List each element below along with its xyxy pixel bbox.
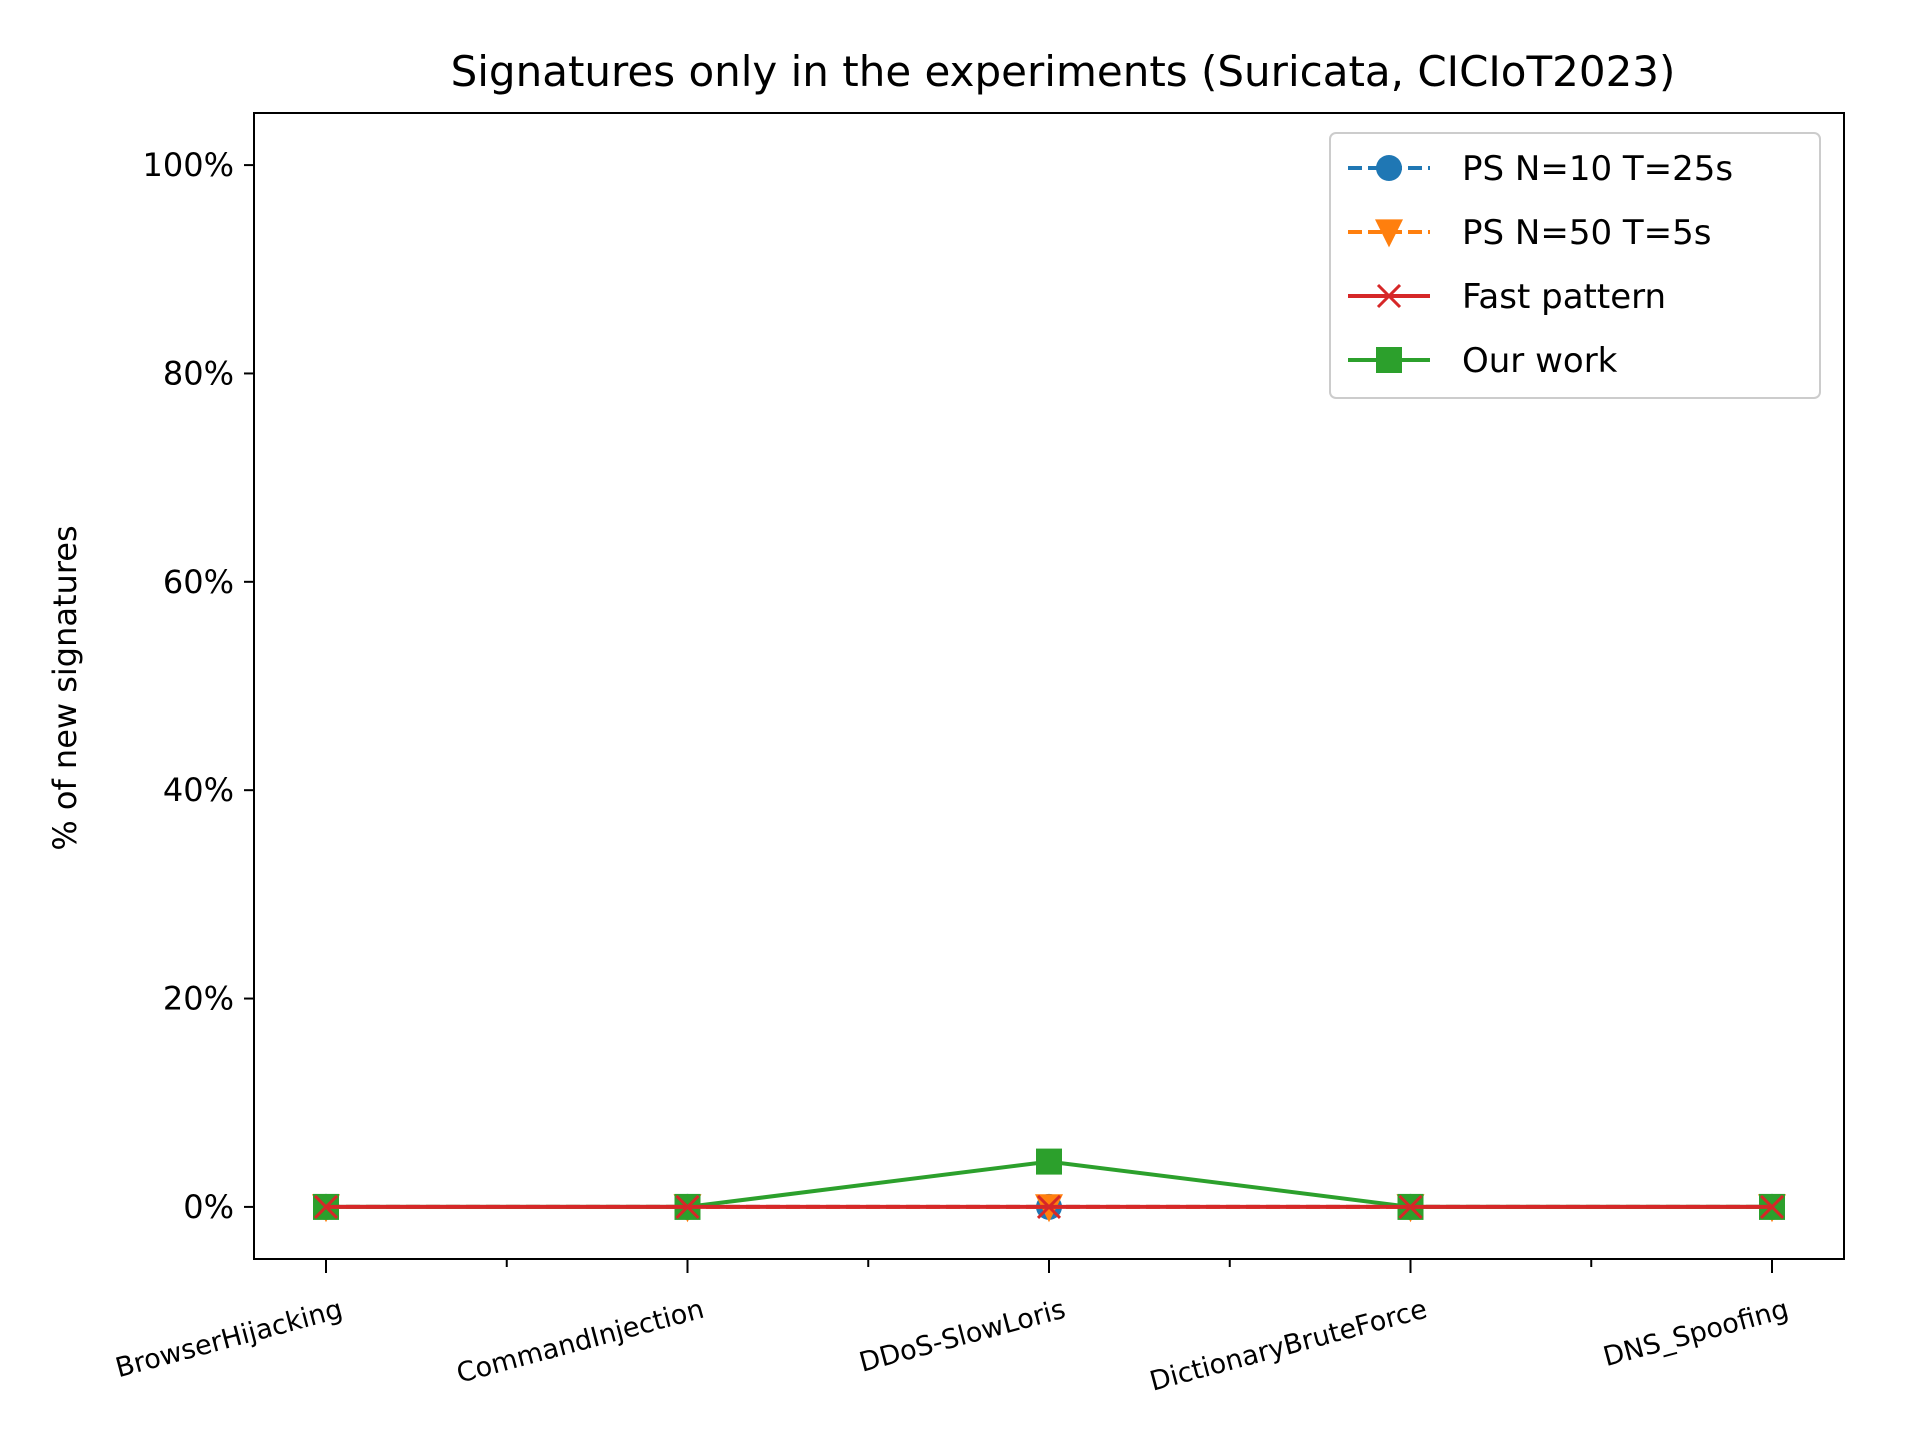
legend-label: Fast pattern [1462, 277, 1666, 317]
legend-label: PS N=50 T=5s [1462, 213, 1712, 253]
legend-label: Our work [1462, 341, 1618, 381]
legend-box [1329, 132, 1821, 399]
y-tick-label: 40% [163, 771, 234, 809]
legend-marker [1376, 347, 1402, 373]
series-fast-pattern [313, 1194, 1785, 1219]
y-axis-label: % of new signatures [46, 525, 84, 850]
legend-marker [1375, 219, 1403, 248]
data-point [1398, 1194, 1423, 1219]
y-tick-label: 80% [163, 354, 234, 392]
legend-item: PS N=50 T=5s [1348, 213, 1712, 253]
x-tick-label: BrowserHijacking [112, 1294, 346, 1384]
data-point [675, 1194, 700, 1219]
x-tick-label: DDoS-SlowLoris [856, 1294, 1069, 1379]
x-tick-label: DictionaryBruteForce [1147, 1294, 1431, 1398]
legend-item: Fast pattern [1348, 277, 1666, 317]
y-tick-label: 0% [183, 1188, 234, 1226]
x-tick-label: CommandInjection [453, 1294, 707, 1390]
legend-item: PS N=10 T=25s [1348, 149, 1733, 189]
y-tick-label: 60% [163, 563, 234, 601]
data-point [1759, 1194, 1785, 1219]
data-point [1036, 1148, 1062, 1175]
x-tick-label: DNS_Spoofing [1600, 1294, 1792, 1373]
data-point [1036, 1194, 1062, 1219]
chart-title: Signatures only in the experiments (Suri… [451, 47, 1676, 96]
y-tick-label: 20% [163, 980, 234, 1018]
plot-area [312, 1148, 1786, 1223]
legend-label: PS N=10 T=25s [1462, 149, 1733, 189]
y-tick-label: 100% [143, 146, 234, 184]
legend-item: Our work [1348, 341, 1618, 381]
legend: PS N=10 T=25s PS N=50 T=5s Fast pattern Our… [1329, 132, 1821, 399]
legend-marker [1376, 155, 1402, 181]
data-point [313, 1194, 339, 1219]
legend-marker [1376, 283, 1402, 309]
